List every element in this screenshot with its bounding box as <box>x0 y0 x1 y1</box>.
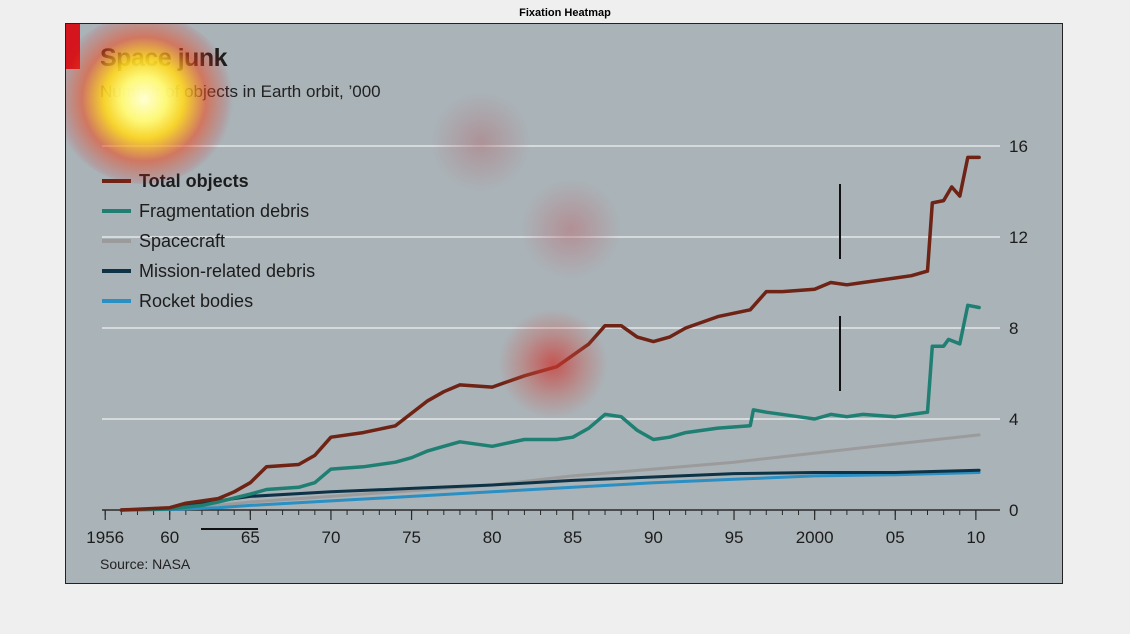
legend-swatch <box>102 179 131 183</box>
brand-tag <box>66 24 80 69</box>
legend: Total objects Fragmentation debris Spacecr… <box>102 166 315 316</box>
x-tick-label: 75 <box>402 528 421 547</box>
legend-item: Mission-related debris <box>102 256 315 286</box>
series-line <box>119 155 981 512</box>
x-tick-label: 80 <box>483 528 502 547</box>
legend-label: Mission-related debris <box>139 260 316 281</box>
legend-label: Spacecraft <box>139 230 226 251</box>
y-tick-label: 0 <box>1009 501 1018 520</box>
legend-swatch <box>102 299 131 303</box>
x-tick-label: 70 <box>321 528 340 547</box>
x-tick-label: 1956 <box>86 528 124 547</box>
data-series <box>119 155 981 512</box>
legend-label: Total objects <box>139 170 249 191</box>
chart-title: Space junk <box>100 44 228 72</box>
y-tick-label: 4 <box>1009 410 1018 429</box>
chart-subtitle: Number of objects in Earth orbit, ’000 <box>100 82 381 101</box>
legend-label: Fragmentation debris <box>139 200 310 221</box>
x-tick-label: 90 <box>644 528 663 547</box>
heatmap-frame: 1956 60 65 70 75 80 85 90 95 2000 05 10 0 4 8 12 16 Spa… <box>65 23 1063 584</box>
legend-item: Rocket bodies <box>102 286 315 316</box>
x-axis: 1956 60 65 70 75 80 85 90 95 2000 05 10 <box>86 509 1000 547</box>
x-tick-label: 85 <box>563 528 582 547</box>
source-note: Source: NASA <box>100 556 191 572</box>
y-tick-label: 12 <box>1009 228 1028 247</box>
figure-title: Fixation Heatmap <box>519 7 611 19</box>
legend-swatch <box>102 269 131 273</box>
series-line <box>119 471 981 512</box>
x-tick-label: 05 <box>886 528 905 547</box>
legend-item: Spacecraft <box>102 226 315 256</box>
line-chart: 1956 60 65 70 75 80 85 90 95 2000 05 10 0 4 8 12 16 <box>86 137 1028 547</box>
legend-swatch <box>102 239 131 243</box>
x-tick-label: 2000 <box>796 528 834 547</box>
x-tick-label: 10 <box>966 528 985 547</box>
y-axis: 0 4 8 12 16 <box>1009 137 1028 520</box>
series-line <box>119 303 981 512</box>
fixation-marks <box>201 184 841 530</box>
x-tick-label: 95 <box>725 528 744 547</box>
legend-item: Total objects <box>102 166 315 196</box>
legend-item: Fragmentation debris <box>102 196 315 226</box>
x-tick-label: 65 <box>241 528 260 547</box>
y-tick-label: 16 <box>1009 137 1028 156</box>
legend-label: Rocket bodies <box>139 290 254 311</box>
legend-swatch <box>102 209 131 213</box>
y-tick-label: 8 <box>1009 319 1018 338</box>
x-tick-label: 60 <box>160 528 179 547</box>
